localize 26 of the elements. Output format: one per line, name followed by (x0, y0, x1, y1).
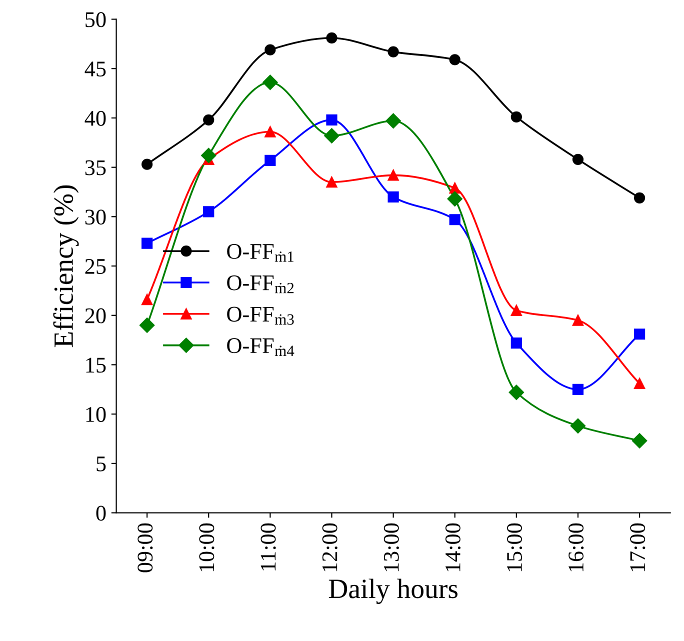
y-tick-label: 20 (85, 308, 106, 324)
x-tick-label: 17:00 (630, 523, 646, 572)
x-tick-label: 12:00 (322, 523, 338, 572)
y-tick-label: 35 (85, 160, 106, 176)
legend-label: O-FF$_{ṁ1}$ (227, 244, 294, 262)
y-tick-label: 45 (84, 62, 106, 77)
y-tick-label: 40 (84, 110, 106, 126)
x-axis-title: Daily hours (328, 578, 458, 604)
y-tick-label: 5 (96, 456, 106, 472)
legend-label: O-FF$_{ṁ3}$ (227, 306, 294, 325)
legend-label: O-FF$_{ṁ4}$ (227, 338, 294, 356)
y-tick-label: 10 (86, 407, 106, 422)
x-tick-label: 16:00 (568, 523, 584, 572)
x-tick-label: 10:00 (199, 523, 214, 572)
x-tick-label: 13:00 (384, 523, 399, 572)
y-tick-label: 0 (96, 506, 106, 521)
y-tick-label: 30 (85, 210, 106, 225)
x-tick-label: 09:00 (138, 523, 153, 572)
x-tick-label: 14:00 (445, 523, 461, 572)
x-tick-label: 15:00 (506, 523, 522, 572)
legend-label: O-FF$_{ṁ2}$ (227, 275, 294, 294)
y-tick-label: 50 (86, 12, 106, 28)
y-axis-title: Efficiency (%) (53, 185, 79, 348)
y-tick-label: 15 (86, 358, 106, 373)
x-tick-label: 11:00 (260, 523, 276, 570)
y-tick-label: 25 (85, 259, 106, 274)
